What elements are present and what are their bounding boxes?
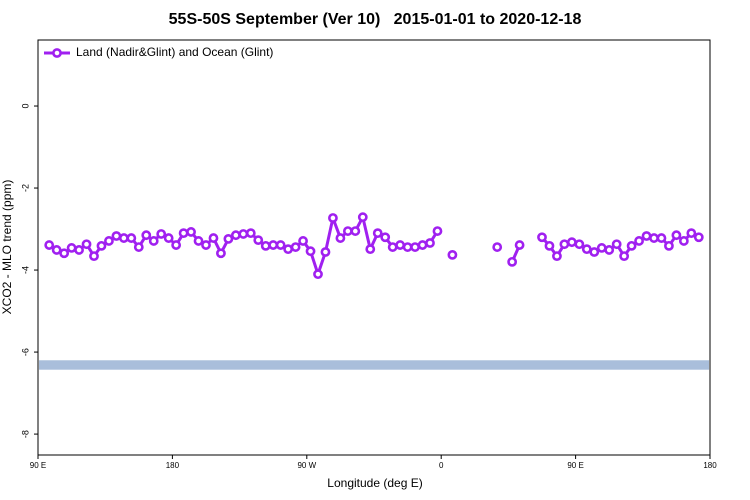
point <box>432 226 443 236</box>
chart-title: 55S-50S September (Ver 10) 2015-01-01 to… <box>169 11 582 28</box>
y-axis-label: XCO2 - MLO trend (ppm) <box>0 180 14 315</box>
point <box>245 228 256 239</box>
point <box>671 230 682 241</box>
band <box>39 360 709 370</box>
point <box>298 236 308 246</box>
point <box>693 232 704 243</box>
y-tick-label: -2 <box>20 184 30 192</box>
point <box>313 269 323 280</box>
point <box>223 233 234 244</box>
point <box>268 240 279 250</box>
point <box>611 239 622 250</box>
point <box>238 229 249 239</box>
point <box>118 233 129 243</box>
point <box>634 236 644 246</box>
point <box>193 236 204 246</box>
point <box>686 228 697 239</box>
point <box>96 240 107 251</box>
point <box>148 236 159 246</box>
point <box>81 239 92 250</box>
point <box>178 228 189 239</box>
point <box>320 247 331 257</box>
point <box>290 242 301 252</box>
point <box>44 240 55 250</box>
point <box>387 242 398 252</box>
point <box>626 240 637 251</box>
point <box>596 243 607 253</box>
legend-label: Land (Nadir&Glint) and Ocean (Glint) <box>76 45 273 59</box>
x-tick-label: 90 E <box>30 461 46 470</box>
point <box>372 228 383 239</box>
point <box>141 230 152 241</box>
point <box>410 242 420 252</box>
legend-marker <box>52 48 62 58</box>
y-tick-label: 0 <box>20 104 30 109</box>
point <box>74 245 84 255</box>
point <box>111 231 122 241</box>
x-tick-label: 90 E <box>567 461 583 470</box>
point <box>537 232 547 243</box>
point <box>350 226 361 236</box>
y-tick-label: -6 <box>20 348 30 356</box>
point <box>425 238 435 248</box>
point <box>66 243 77 253</box>
point <box>395 240 406 250</box>
point <box>335 233 346 243</box>
plot-frame <box>37 39 711 456</box>
point <box>156 229 167 239</box>
x-tick-label: 180 <box>166 461 180 470</box>
point <box>380 232 391 243</box>
point <box>544 240 555 251</box>
point <box>104 236 114 246</box>
x-tick-label: 0 <box>439 461 444 470</box>
point <box>656 233 667 243</box>
point <box>507 256 518 267</box>
point <box>492 242 503 252</box>
point <box>260 240 271 251</box>
point <box>678 236 689 246</box>
point <box>447 249 458 260</box>
point <box>59 248 70 259</box>
point <box>230 230 241 241</box>
point <box>365 244 376 255</box>
point <box>589 247 600 257</box>
y-tick-label: -8 <box>20 430 30 438</box>
point <box>342 226 353 236</box>
point <box>619 251 630 262</box>
point <box>275 240 286 250</box>
point <box>89 251 99 262</box>
point <box>51 245 62 255</box>
y-tick-label: -4 <box>20 266 30 274</box>
point <box>133 242 144 252</box>
point <box>357 212 368 223</box>
x-tick-label: 90 W <box>297 461 316 470</box>
point <box>566 237 577 248</box>
point <box>216 248 226 259</box>
point <box>514 240 525 250</box>
point <box>305 246 316 257</box>
point <box>171 240 182 250</box>
x-axis-label: Longitude (deg E) <box>327 476 422 490</box>
point <box>581 244 592 255</box>
point <box>253 235 264 246</box>
point <box>641 231 652 241</box>
point <box>649 233 659 243</box>
point <box>664 240 674 251</box>
point <box>283 244 294 255</box>
point <box>559 239 570 250</box>
point <box>186 227 196 237</box>
point <box>201 240 211 250</box>
point <box>417 240 428 250</box>
x-tick-label: 180 <box>703 461 717 470</box>
point <box>163 233 174 243</box>
point <box>604 245 615 255</box>
point <box>126 233 137 243</box>
point <box>574 239 585 250</box>
point <box>402 242 413 252</box>
point <box>328 213 338 223</box>
point <box>552 251 562 262</box>
point <box>208 233 219 243</box>
